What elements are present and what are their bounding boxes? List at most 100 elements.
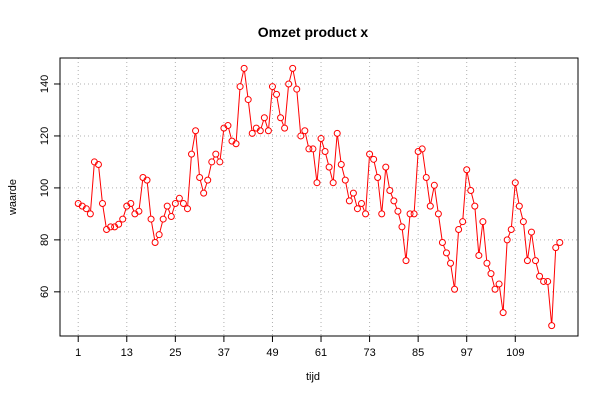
series-0-point-86 xyxy=(422,174,430,182)
series-0-point-32 xyxy=(204,176,212,184)
series-0-point-17 xyxy=(143,176,151,184)
x-tick-label-0: 1 xyxy=(75,347,81,359)
series-0-point-87 xyxy=(426,202,434,210)
series-0-point-91 xyxy=(442,249,450,257)
x-tick-label-9: 109 xyxy=(506,347,524,359)
series-0-point-73 xyxy=(370,155,378,163)
series-0-point-55 xyxy=(297,132,305,140)
series-0-point-72 xyxy=(366,150,374,158)
series-0-point-81 xyxy=(402,257,410,265)
series-0-segment-109 xyxy=(519,208,524,219)
series-0-point-114 xyxy=(536,272,544,280)
series-0-point-20 xyxy=(155,231,163,239)
series-0-point-64 xyxy=(333,129,341,137)
series-0-segment-50 xyxy=(281,120,284,126)
series-0-segment-96 xyxy=(466,172,471,188)
series-0-segment-86 xyxy=(426,180,431,204)
y-tick-label-4: 140 xyxy=(39,75,51,93)
series-0-point-15 xyxy=(135,207,143,215)
series-0-point-21 xyxy=(159,215,167,223)
series-0-point-92 xyxy=(447,259,455,267)
series-0-segment-99 xyxy=(478,224,484,253)
x-tick-label-1: 13 xyxy=(121,347,133,359)
series-0-segment-101 xyxy=(487,265,491,272)
series-0-segment-95 xyxy=(462,172,467,219)
series-0-point-49 xyxy=(273,90,281,98)
series-0-segment-62 xyxy=(329,169,333,180)
x-tick-label-2: 25 xyxy=(169,347,181,359)
series-0-point-13 xyxy=(127,199,135,207)
series-0-segment-58 xyxy=(312,151,318,180)
series-0-point-68 xyxy=(349,189,357,197)
series-0-point-98 xyxy=(471,202,479,210)
x-tick-label-5: 61 xyxy=(315,347,327,359)
series-0-point-113 xyxy=(532,257,540,265)
series-0-segment-97 xyxy=(471,193,475,204)
series-0-point-93 xyxy=(451,285,459,293)
series-0-point-24 xyxy=(171,199,179,207)
series-0-segment-111 xyxy=(527,234,532,258)
series-0-point-102 xyxy=(487,270,495,278)
plot-frame xyxy=(59,57,579,337)
series-0-segment-35 xyxy=(219,131,225,160)
series-0-segment-90 xyxy=(443,245,446,251)
series-0-segment-65 xyxy=(341,167,346,178)
series-0-segment-51 xyxy=(284,86,289,126)
series-0-point-79 xyxy=(394,207,402,215)
series-0-point-71 xyxy=(362,210,370,218)
series-0-point-117 xyxy=(548,322,556,330)
series-0-point-118 xyxy=(552,244,560,252)
series-0-point-61 xyxy=(321,148,329,156)
series-0-segment-92 xyxy=(450,266,455,287)
series-0-point-22 xyxy=(163,202,171,210)
series-0-point-45 xyxy=(256,127,264,135)
series-0-segment-28 xyxy=(191,133,196,152)
y-tick-label-2: 100 xyxy=(39,179,51,197)
y-axis: 60 80 100 120 140 xyxy=(39,75,60,298)
series-0-segment-70 xyxy=(362,206,365,212)
series-0-segment-6 xyxy=(102,206,107,227)
series-0-point-53 xyxy=(289,64,297,72)
series-0-point-109 xyxy=(515,202,523,210)
series-0-point-30 xyxy=(196,174,204,182)
series-0-point-28 xyxy=(188,150,196,158)
series-0-segment-81 xyxy=(405,216,411,258)
series-0-point-52 xyxy=(285,80,293,88)
series-0-point-63 xyxy=(329,179,337,187)
series-0-point-43 xyxy=(248,129,256,137)
series-0-point-8 xyxy=(107,223,115,231)
series-0-segment-78 xyxy=(394,203,398,209)
series-0-segment-107 xyxy=(510,185,516,227)
series-0-segment-42 xyxy=(248,102,253,131)
series-0-segment-32 xyxy=(207,164,212,178)
series-0-segment-59 xyxy=(316,141,322,180)
series-0-segment-85 xyxy=(422,151,427,175)
series-0-point-23 xyxy=(167,212,175,220)
series-0-point-5 xyxy=(94,161,102,169)
series-0-segment-20 xyxy=(159,221,163,232)
series-0-point-95 xyxy=(459,218,467,226)
series-0-point-42 xyxy=(244,96,252,104)
series-0-segment-80 xyxy=(401,229,407,258)
series-0-point-2 xyxy=(82,205,90,213)
series-0-point-3 xyxy=(86,210,94,218)
series-0-point-25 xyxy=(175,194,183,202)
series-0-segment-54 xyxy=(296,92,302,133)
series-0-point-74 xyxy=(374,174,382,182)
series-0-point-69 xyxy=(353,205,361,213)
series-0-segment-87 xyxy=(430,188,435,204)
series-0-point-11 xyxy=(119,215,127,223)
series-0-point-80 xyxy=(398,223,406,231)
series-0-point-48 xyxy=(268,83,276,91)
series-0-point-110 xyxy=(519,218,527,226)
series-0-segment-23 xyxy=(171,206,175,214)
series-0-point-77 xyxy=(386,187,394,195)
series-0-point-106 xyxy=(503,236,511,244)
series-0-point-94 xyxy=(455,225,463,233)
series-0-point-105 xyxy=(499,309,507,317)
series-0-point-37 xyxy=(224,122,232,130)
series-0-point-112 xyxy=(527,228,535,236)
series-0-point-96 xyxy=(463,166,471,174)
series-0-point-6 xyxy=(98,199,106,207)
series-0-point-88 xyxy=(430,181,438,189)
